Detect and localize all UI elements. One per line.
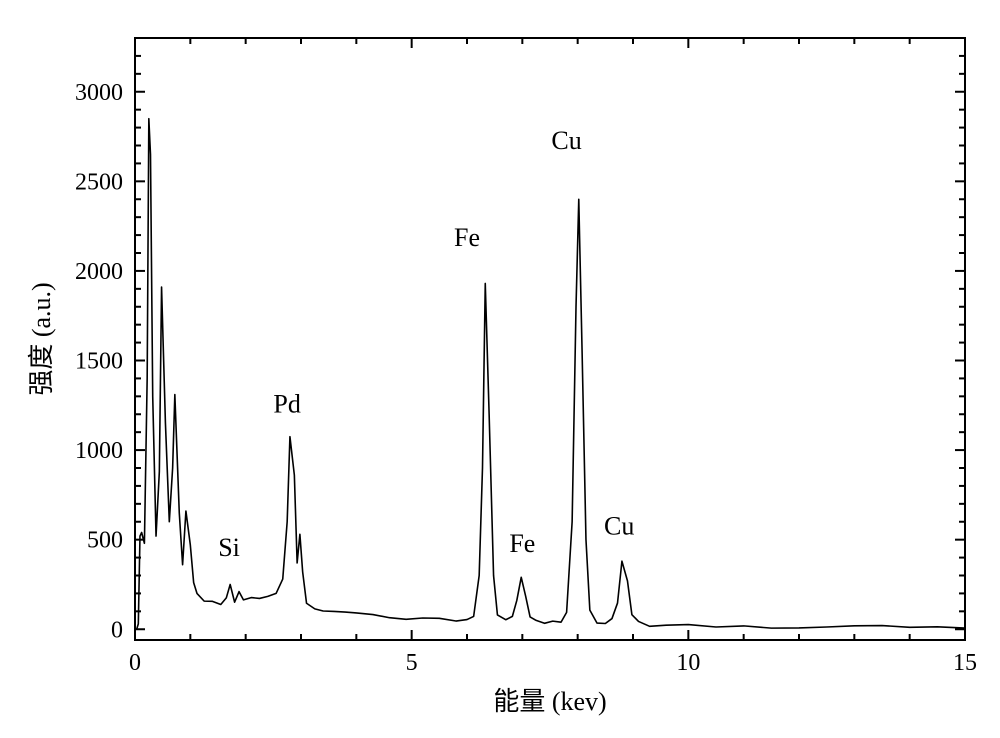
x-tick-label: 5 [406, 650, 418, 676]
peak-label: Fe [454, 223, 480, 252]
x-axis-title: 能量 (kev) [493, 687, 606, 716]
y-axis-title: 强度 (a.u.) [27, 282, 56, 395]
x-tick-label: 0 [129, 650, 141, 676]
eds-spectrum-chart: 0 5 10 15 0 500 1000 1500 2000 2500 3000 能量 (kev) 强度… [0, 0, 1000, 733]
x-tick-label: 10 [676, 650, 700, 676]
y-tick-label: 1500 [75, 349, 123, 375]
y-tick-label: 500 [87, 528, 123, 554]
y-tick-label: 3000 [75, 80, 123, 106]
peak-label: Pd [273, 389, 300, 418]
y-tick-label: 2000 [75, 259, 123, 285]
plot-frame [135, 38, 965, 640]
y-tick-label: 2500 [75, 169, 123, 195]
spectrum-line [135, 119, 965, 630]
y-tick-label: 1000 [75, 438, 123, 464]
y-tick-label: 0 [111, 617, 123, 643]
peak-label: Fe [509, 529, 535, 558]
chart-svg: 0 5 10 15 0 500 1000 1500 2000 2500 3000 能量 (kev) 强度… [0, 0, 1000, 733]
peak-label: Cu [604, 511, 634, 540]
peak-label: Cu [551, 126, 581, 155]
peak-label: Si [218, 533, 240, 562]
x-tick-label: 15 [953, 650, 977, 676]
